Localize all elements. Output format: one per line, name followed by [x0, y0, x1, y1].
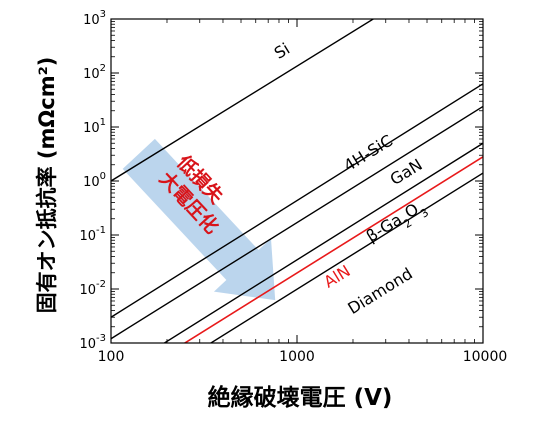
line-label-diamond: Diamond: [344, 264, 415, 318]
line-label-si: Si: [271, 39, 293, 63]
y-tick-label: 102: [83, 63, 106, 82]
line-label-gan: GaN: [387, 155, 426, 189]
y-tick-label: 10-3: [79, 333, 106, 352]
y-tick-label: 101: [83, 117, 106, 136]
y-tick-label: 100: [83, 171, 106, 190]
series-line-aln: [183, 156, 483, 343]
series-line-gan: [111, 105, 483, 340]
y-tick-labels: 10-3 10-2 10-1 100 101 102 103: [79, 9, 106, 352]
line-label--ga2o3: β-Ga2O3: [363, 196, 431, 251]
series-line-si: [111, 19, 375, 182]
x-tick-labels: 100 1000 10000: [98, 349, 508, 365]
y-tick-label: 10-1: [79, 225, 106, 244]
line-label-4h-sic: 4H-SiC: [340, 131, 396, 175]
y-tick-label: 103: [83, 9, 106, 28]
x-tick-label: 10000: [463, 349, 508, 365]
y-axis-label: 固有オン抵抗率 (mΩcm²): [35, 57, 59, 314]
series-line--ga2o3: [163, 142, 483, 343]
series-layer: [111, 19, 483, 343]
x-axis-label: 絶縁破壊電圧 (V): [208, 384, 393, 411]
y-tick-label: 10-2: [79, 279, 106, 298]
tick-layer: [110, 18, 484, 344]
line-label-aln: AlN: [320, 261, 353, 292]
series-line-4h-sic: [111, 83, 483, 318]
x-tick-label: 1000: [279, 349, 315, 365]
x-tick-label: 100: [98, 349, 125, 365]
series-line-diamond: [209, 172, 483, 343]
